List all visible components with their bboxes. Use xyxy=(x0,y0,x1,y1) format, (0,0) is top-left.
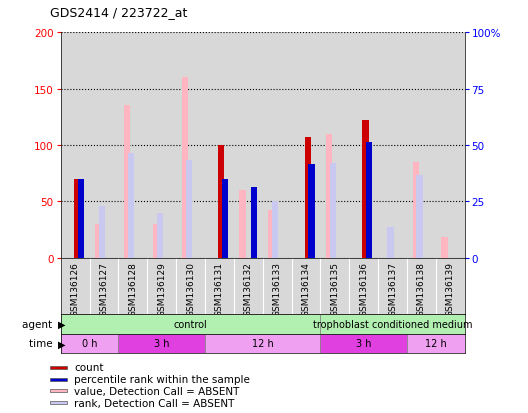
Bar xyxy=(182,78,188,258)
Text: GSM136130: GSM136130 xyxy=(186,261,195,316)
Bar xyxy=(330,164,336,258)
Bar xyxy=(74,179,80,258)
Bar xyxy=(95,224,101,258)
Bar xyxy=(61,334,118,354)
Bar xyxy=(157,213,163,258)
Text: GSM136131: GSM136131 xyxy=(215,261,224,316)
Text: GSM136136: GSM136136 xyxy=(359,261,368,316)
Bar xyxy=(124,106,130,258)
Bar xyxy=(153,224,159,258)
Bar xyxy=(268,211,275,258)
Text: rank, Detection Call = ABSENT: rank, Detection Call = ABSENT xyxy=(74,398,234,408)
Bar xyxy=(362,121,369,258)
Text: GSM136134: GSM136134 xyxy=(301,261,310,316)
Bar xyxy=(320,334,407,354)
Bar xyxy=(251,187,257,258)
Bar xyxy=(308,165,315,258)
Text: control: control xyxy=(174,319,208,329)
Bar xyxy=(128,154,134,258)
Text: 0 h: 0 h xyxy=(82,339,97,349)
Bar xyxy=(366,142,372,258)
Text: GDS2414 / 223722_at: GDS2414 / 223722_at xyxy=(50,6,187,19)
Text: GSM136126: GSM136126 xyxy=(71,261,80,316)
Text: ▶: ▶ xyxy=(58,339,65,349)
Bar xyxy=(50,401,67,404)
Text: GSM136135: GSM136135 xyxy=(331,261,340,316)
Bar xyxy=(416,176,422,258)
Text: agent: agent xyxy=(22,319,55,329)
Bar xyxy=(441,238,448,258)
Bar xyxy=(50,366,67,369)
Bar xyxy=(50,389,67,392)
Bar xyxy=(388,228,394,258)
Text: GSM136133: GSM136133 xyxy=(272,261,281,316)
Bar xyxy=(218,146,224,258)
Text: 3 h: 3 h xyxy=(154,339,169,349)
Text: GSM136129: GSM136129 xyxy=(157,261,166,316)
Text: GSM136127: GSM136127 xyxy=(99,261,108,316)
Bar xyxy=(412,162,419,258)
Text: time: time xyxy=(29,339,55,349)
Bar xyxy=(185,160,192,258)
Text: count: count xyxy=(74,362,103,372)
Bar xyxy=(99,206,105,258)
Text: 3 h: 3 h xyxy=(356,339,371,349)
Bar xyxy=(272,202,278,258)
Bar xyxy=(222,179,228,258)
Bar xyxy=(320,314,465,334)
Text: trophoblast conditioned medium: trophoblast conditioned medium xyxy=(313,319,472,329)
Bar xyxy=(407,334,465,354)
Text: GSM136137: GSM136137 xyxy=(388,261,397,316)
Bar xyxy=(240,191,246,258)
Bar xyxy=(61,314,320,334)
Text: 12 h: 12 h xyxy=(425,339,447,349)
Text: GSM136139: GSM136139 xyxy=(446,261,455,316)
Text: percentile rank within the sample: percentile rank within the sample xyxy=(74,374,250,384)
Text: value, Detection Call = ABSENT: value, Detection Call = ABSENT xyxy=(74,386,240,396)
Text: GSM136132: GSM136132 xyxy=(244,261,253,316)
Text: 12 h: 12 h xyxy=(252,339,274,349)
Bar xyxy=(118,334,205,354)
Text: ▶: ▶ xyxy=(58,319,65,329)
Bar xyxy=(305,138,311,258)
Bar xyxy=(326,134,332,258)
Bar xyxy=(205,334,320,354)
Text: GSM136128: GSM136128 xyxy=(128,261,137,316)
Text: GSM136138: GSM136138 xyxy=(417,261,426,316)
Bar xyxy=(78,179,84,258)
Bar xyxy=(50,377,67,381)
